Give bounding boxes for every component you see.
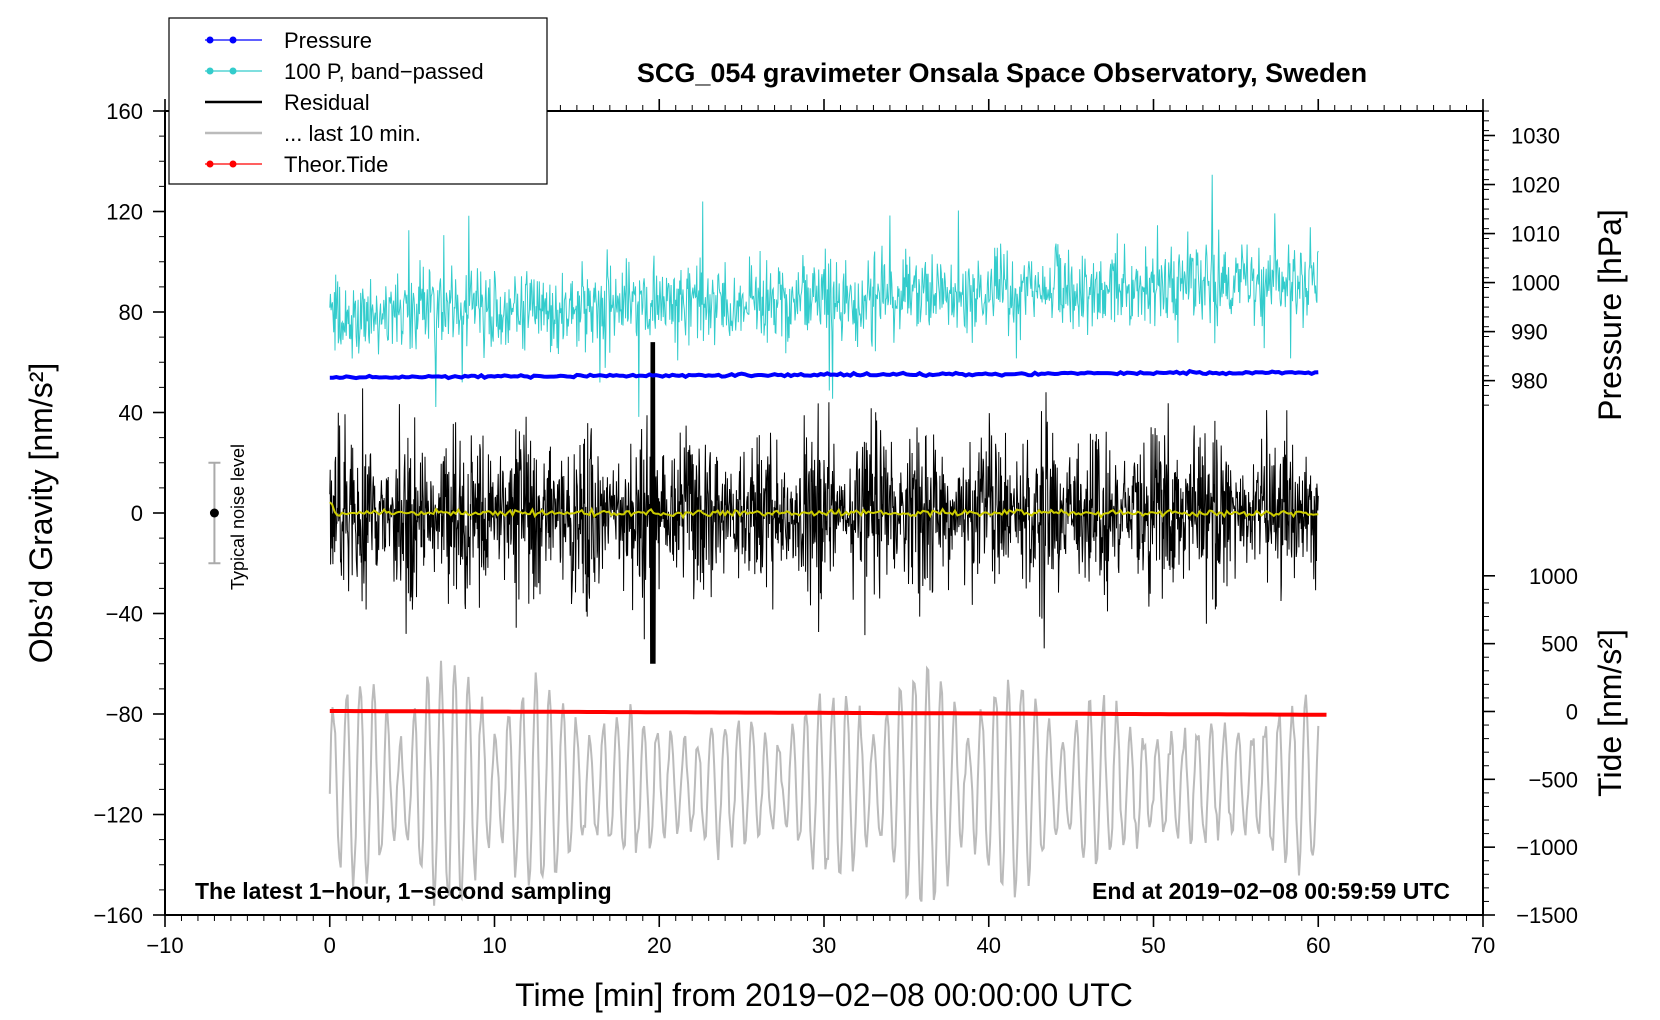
x-axis-title: Time [min] from 2019−02−08 00:00:00 UTC (515, 977, 1133, 1013)
x-tick-label: 20 (647, 933, 671, 958)
axis-ticks: −10 0 10 20 30 40 50 60 70−160−120−80−4004080120… (93, 99, 1578, 958)
legend-label-residual: Residual (284, 90, 370, 115)
y-tick-label: −160 (93, 903, 143, 928)
legend-marker (229, 67, 237, 75)
legend-items (205, 36, 262, 168)
pressure-tick-label: 1010 (1511, 222, 1560, 247)
x-tick-label: 30 (812, 933, 836, 958)
tide-tick-label: 0 (1566, 699, 1578, 724)
tide-tick-label: 1000 (1529, 564, 1578, 589)
legend-marker (206, 36, 214, 44)
noise-bar-dot (209, 508, 219, 518)
legend-label-last10: ... last 10 min. (284, 121, 421, 146)
legend-marker (229, 36, 237, 44)
legend-label-tide: Theor.Tide (284, 152, 388, 177)
series-bandpassed (329, 174, 1319, 417)
tide-tick-label: −1000 (1516, 835, 1578, 860)
pressure-tick-label: 1000 (1511, 271, 1560, 296)
series-residual-smoothed (329, 501, 1319, 520)
x-tick-label: 0 (324, 933, 336, 958)
legend-label-bandpassed: 100 P, band−passed (284, 59, 484, 84)
tide-tick-label: 500 (1541, 632, 1578, 657)
tide-tick-label: −1500 (1516, 903, 1578, 928)
series-residual (329, 342, 1319, 664)
y-tick-label: 160 (106, 99, 143, 124)
pressure-tick-label: 1020 (1511, 173, 1560, 198)
legend-marker (206, 160, 214, 168)
series-theor-tide (329, 709, 1327, 717)
x-tick-label: 10 (482, 933, 506, 958)
legend-label-pressure: Pressure (284, 28, 372, 53)
noise-level-bar (208, 461, 221, 565)
x-tick-label: −10 (146, 933, 183, 958)
legend-marker (229, 160, 237, 168)
pressure-tick-label: 980 (1511, 369, 1548, 394)
series-last-10-min (328, 660, 1320, 906)
y-tick-label: −120 (93, 803, 143, 828)
y-axis-title-pressure: Pressure [hPa] (1592, 209, 1628, 421)
pressure-tick-label: 1030 (1511, 124, 1560, 149)
pressure-tick-label: 990 (1511, 320, 1548, 345)
x-tick-label: 50 (1141, 933, 1165, 958)
y-tick-label: −40 (106, 602, 143, 627)
noise-level-label: Typical noise level (228, 444, 248, 590)
tide-tick-label: −500 (1528, 767, 1578, 792)
chart-title: SCG_054 gravimeter Onsala Space Observat… (637, 58, 1367, 88)
y-axis-title-left: Obs’d Gravity [nm/s²] (23, 363, 59, 664)
x-tick-label: 60 (1306, 933, 1330, 958)
y-tick-label: −80 (106, 702, 143, 727)
y-tick-label: 40 (119, 401, 143, 426)
note-left: The latest 1−hour, 1−second sampling (195, 878, 612, 904)
y-axis-title-tide: Tide [nm/s²] (1592, 629, 1628, 797)
series-layer (328, 174, 1327, 906)
note-right: End at 2019−02−08 00:59:59 UTC (1092, 878, 1450, 904)
y-tick-label: 80 (119, 300, 143, 325)
y-tick-label: 0 (131, 501, 143, 526)
y-tick-label: 120 (106, 200, 143, 225)
x-tick-label: 40 (977, 933, 1001, 958)
x-tick-label: 70 (1471, 933, 1495, 958)
series-pressure (329, 368, 1319, 381)
legend: Pressure 100 P, band−passed Residual ...… (168, 17, 548, 185)
legend-marker (206, 67, 214, 75)
